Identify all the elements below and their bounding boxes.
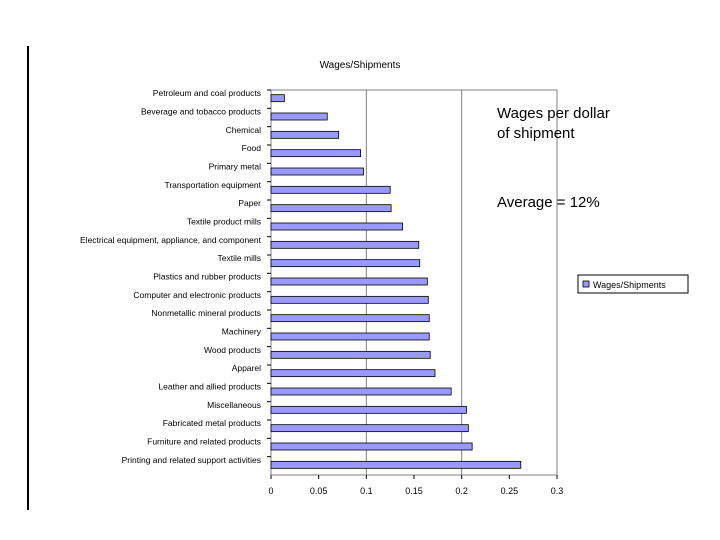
x-tick-label: 0.25 [501,486,519,496]
bar [270,295,429,304]
slide-left-rule [27,46,29,510]
category-label: Food [242,143,262,153]
x-tick-label: 0.2 [455,486,468,496]
annotation-line-2: of shipment [497,125,575,142]
x-tick-label: 0 [268,486,273,496]
category-label: Petroleum and coal products [153,88,261,98]
bar [270,387,452,396]
annotation-line-1: Wages per dollar [497,105,610,122]
category-label: Wood products [204,345,261,355]
bar [270,259,421,268]
bar [270,442,473,451]
bar [270,185,391,194]
category-label: Electrical equipment, appliance, and com… [80,235,262,245]
bar [270,94,285,103]
bar [270,112,328,121]
legend-box [577,274,689,294]
category-label: Apparel [232,363,261,373]
category-label: Nonmetallic mineral products [151,308,261,318]
bar [270,130,340,139]
chart-title: Wages/Shipments [320,60,401,71]
category-label: Computer and electronic products [133,290,261,300]
x-tick-label: 0.1 [360,486,373,496]
x-tick-label: 0.15 [405,486,423,496]
category-label: Chemical [226,125,262,135]
category-label: Textile mills [218,253,261,263]
bar [270,369,436,378]
bar [270,240,420,249]
category-label: Miscellaneous [207,400,261,410]
category-label: Printing and related support activities [122,455,261,465]
category-label: Paper [238,198,261,208]
bar [270,149,362,158]
category-label: Textile product mills [187,217,261,227]
category-label: Beverage and tobacco products [141,107,261,117]
category-label: Machinery [222,327,262,337]
bar [270,405,467,414]
legend-label: Wages/Shipments [593,280,666,290]
category-label: Primary metal [209,162,262,172]
bar [270,167,364,176]
bar [270,332,430,341]
category-label: Leather and allied products [158,382,261,392]
category-label: Furniture and related products [147,437,261,447]
bar [270,424,469,433]
bar [270,314,430,323]
x-tick-label: 0.05 [310,486,328,496]
bar [270,350,431,359]
bar [270,222,403,231]
bar [270,277,428,286]
annotation-average: Average = 12% [497,194,600,211]
category-label: Transportation equipment [164,180,261,190]
bar [270,460,522,469]
bar [270,204,392,213]
legend-swatch [582,280,590,288]
category-label: Plastics and rubber products [153,272,261,282]
x-tick-label: 0.3 [551,486,564,496]
category-label: Fabricated metal products [163,418,261,428]
annotation-wages-per-dollar: Wages per dollar of shipment [497,104,697,144]
